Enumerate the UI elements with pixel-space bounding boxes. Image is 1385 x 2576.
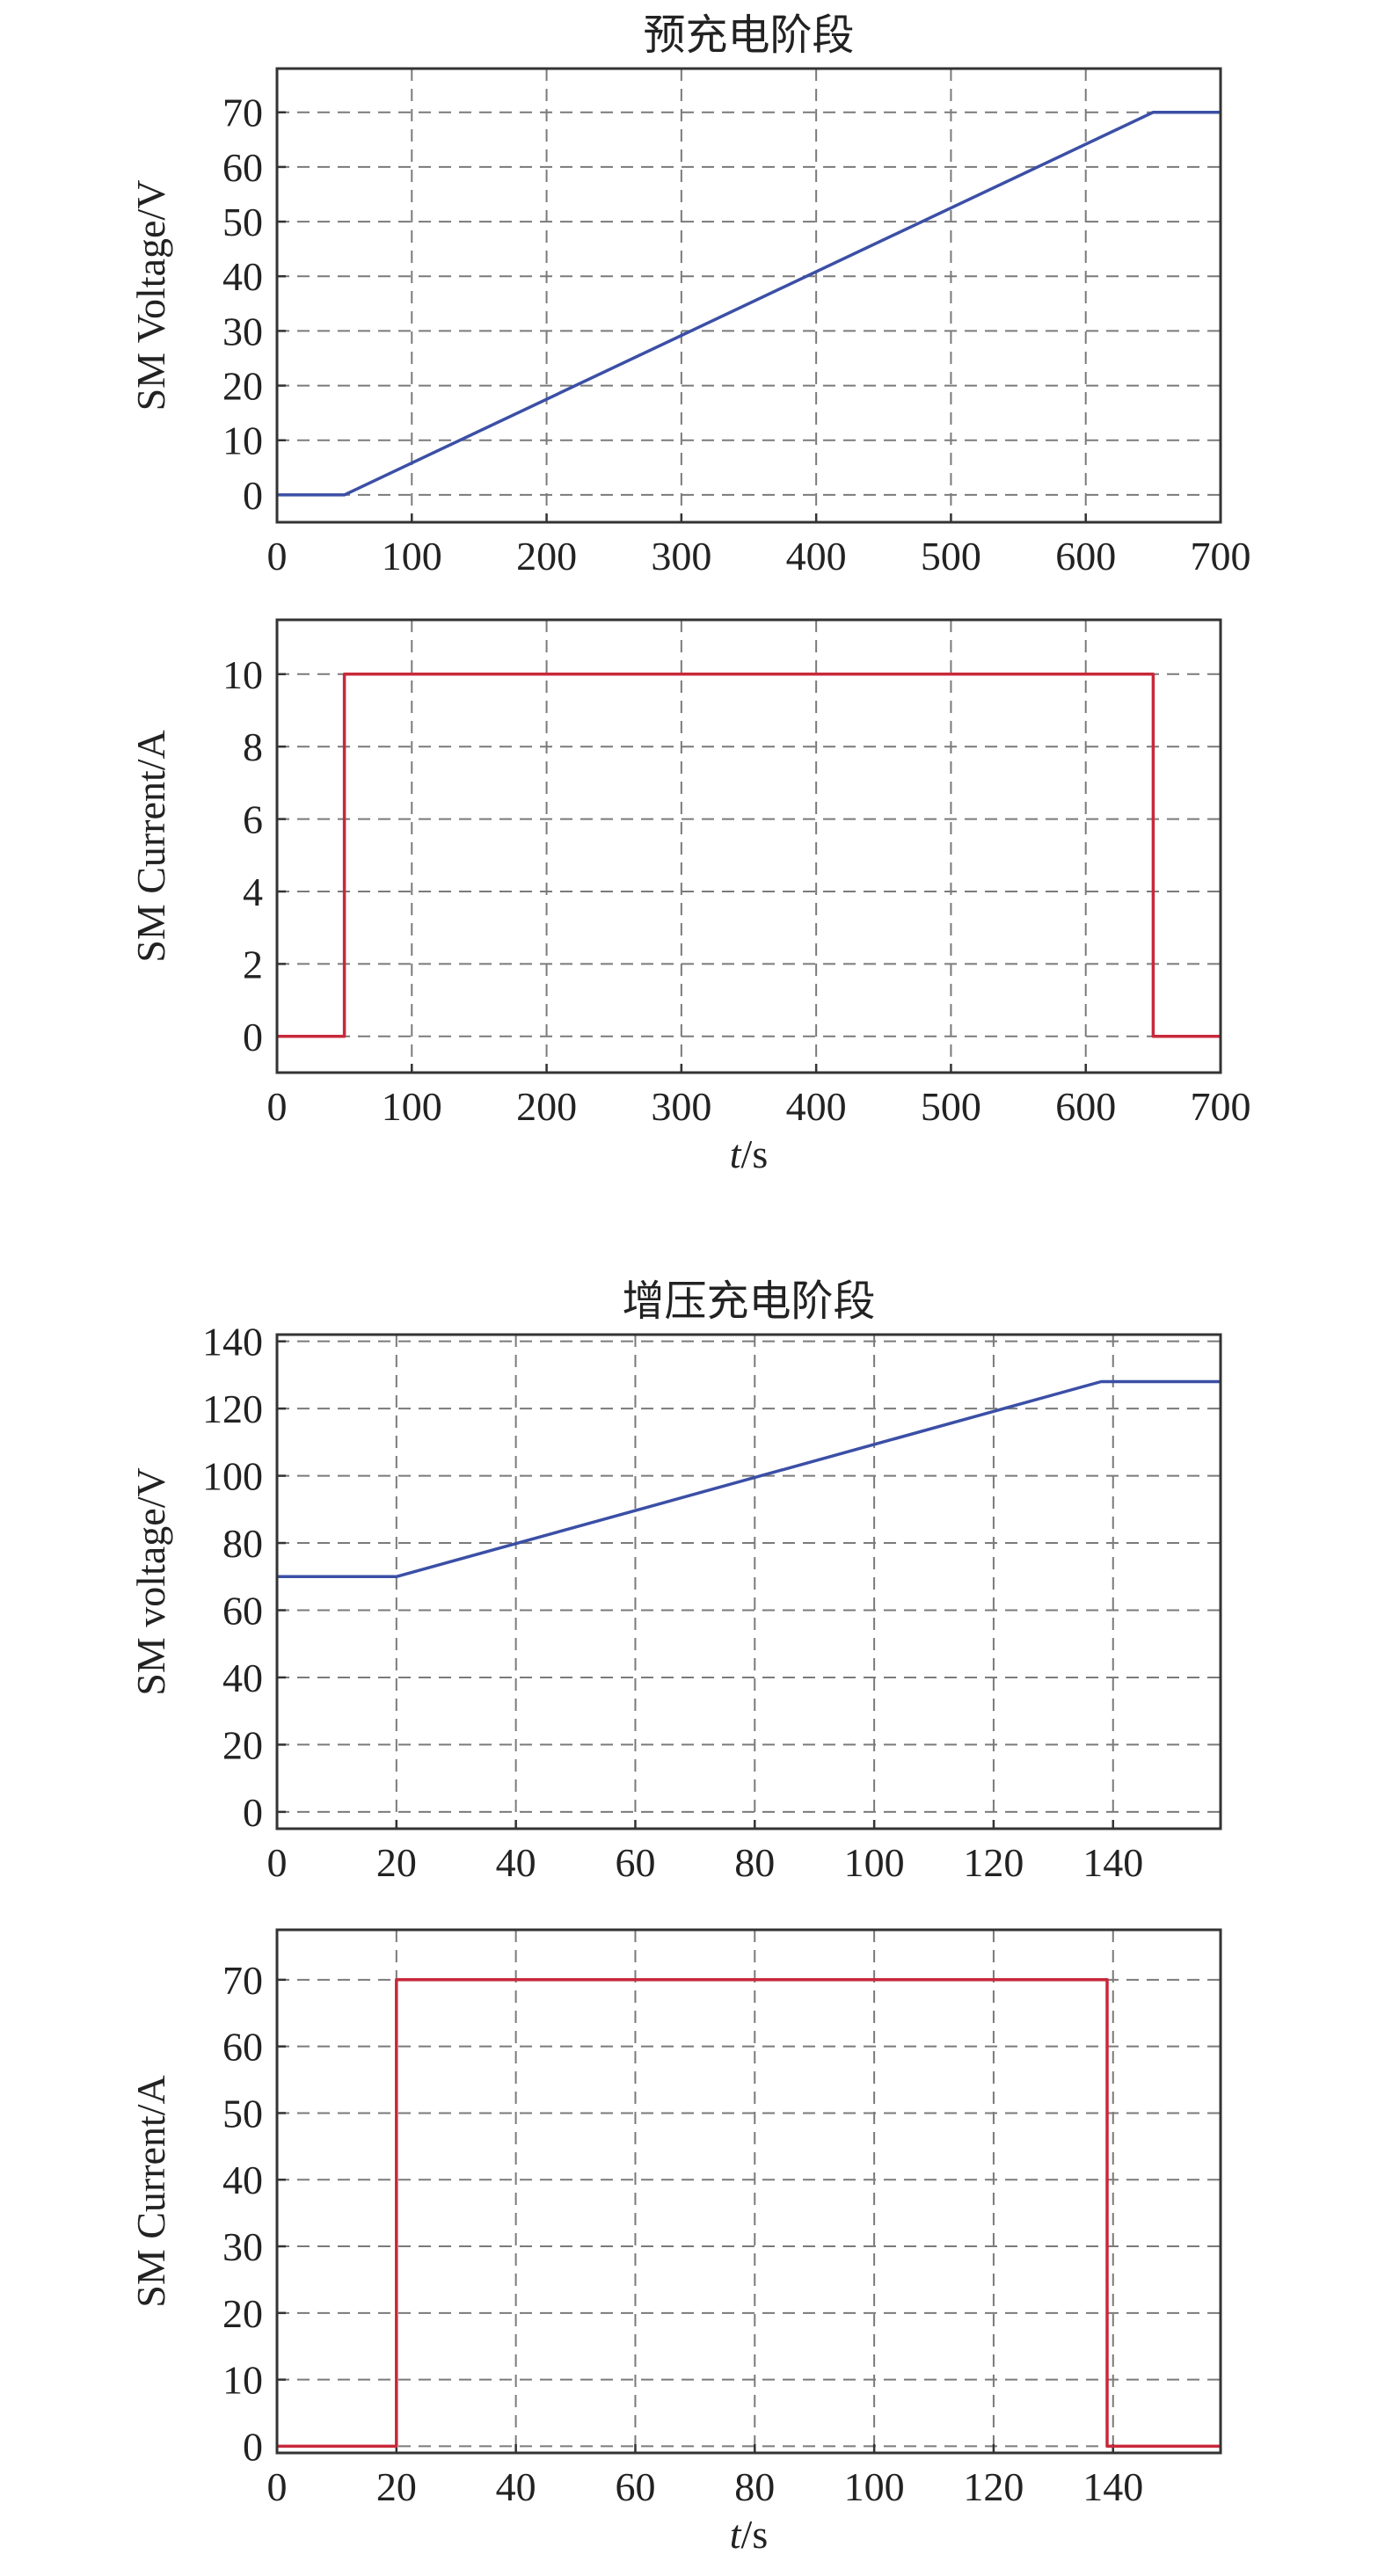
plot-frame bbox=[275, 67, 1222, 524]
plot-frame bbox=[275, 1333, 1222, 1830]
x-tick-label: 20 bbox=[376, 1840, 417, 1885]
x-tick-label: 200 bbox=[516, 534, 577, 579]
x-axis-label-unit: /s bbox=[741, 1132, 769, 1176]
x-tick-label: 0 bbox=[267, 534, 288, 579]
x-tick-label: 200 bbox=[516, 1084, 577, 1129]
x-tick-label: 100 bbox=[382, 534, 442, 579]
x-axis-label-var: t bbox=[730, 1132, 742, 1176]
chart-title: 预充电阶段 bbox=[643, 11, 854, 60]
x-tick-label: 60 bbox=[615, 2464, 655, 2509]
x-tick-label: 120 bbox=[963, 2464, 1024, 2509]
y-tick-label: 60 bbox=[222, 1588, 263, 1633]
x-tick-label: 40 bbox=[496, 2464, 536, 2509]
data-series-line bbox=[277, 1978, 1221, 2449]
y-tick-label: 0 bbox=[243, 2424, 263, 2469]
x-tick-label: 600 bbox=[1055, 1084, 1116, 1129]
y-axis-label: SM Current/A bbox=[128, 730, 173, 963]
y-tick-label: 4 bbox=[243, 870, 263, 914]
y-tick-label: 30 bbox=[222, 2224, 263, 2269]
y-tick-label: 30 bbox=[222, 309, 263, 353]
plot-frame bbox=[275, 1928, 1222, 2455]
y-tick-label: 80 bbox=[222, 1521, 263, 1566]
y-tick-label: 50 bbox=[222, 200, 263, 244]
y-axis-label: SM Current/A bbox=[128, 2075, 173, 2308]
y-tick-label: 100 bbox=[202, 1454, 263, 1499]
x-axis-label: t/s bbox=[730, 2512, 768, 2557]
y-tick-label: 70 bbox=[222, 91, 263, 135]
x-tick-label: 60 bbox=[615, 1840, 655, 1885]
data-series-line bbox=[277, 673, 1221, 1038]
y-tick-label: 2 bbox=[243, 942, 263, 986]
y-tick-label: 10 bbox=[222, 652, 263, 697]
data-series-line bbox=[277, 1379, 1221, 1579]
y-tick-label: 0 bbox=[243, 473, 263, 518]
x-tick-label: 120 bbox=[963, 1840, 1024, 1885]
x-tick-label: 700 bbox=[1191, 534, 1251, 579]
x-tick-label: 400 bbox=[786, 534, 847, 579]
x-tick-label: 140 bbox=[1082, 1840, 1143, 1885]
x-tick-label: 600 bbox=[1055, 534, 1116, 579]
y-tick-label: 60 bbox=[222, 2025, 263, 2070]
x-tick-label: 20 bbox=[376, 2464, 417, 2509]
x-tick-label: 300 bbox=[651, 534, 711, 579]
x-axis-label-var: t bbox=[730, 2512, 742, 2557]
y-tick-label: 6 bbox=[243, 797, 263, 842]
y-tick-label: 20 bbox=[222, 2291, 263, 2336]
x-tick-label: 80 bbox=[734, 2464, 775, 2509]
x-tick-label: 400 bbox=[786, 1084, 847, 1129]
y-tick-label: 40 bbox=[222, 1655, 263, 1700]
x-tick-label: 0 bbox=[267, 1084, 288, 1129]
y-tick-label: 0 bbox=[243, 1015, 263, 1059]
y-axis-label: SM Voltage/V bbox=[128, 180, 173, 411]
x-tick-label: 80 bbox=[734, 1840, 775, 1885]
x-tick-label: 500 bbox=[921, 534, 981, 579]
plot-frame bbox=[275, 618, 1222, 1074]
chart-title: 增压充电阶段 bbox=[622, 1277, 875, 1326]
y-tick-label: 10 bbox=[222, 2358, 263, 2403]
y-tick-label: 50 bbox=[222, 2091, 263, 2136]
chart-panel-2: 0 100 200 300 400 500 600 700 0 2 4 6 8 10 SM Current/… bbox=[128, 618, 1251, 1176]
chart-panel-3: 0 20 40 60 80 100 120 140 0 20 40 60 80 100 120 140 SM v… bbox=[128, 1277, 1222, 1885]
y-tick-label: 0 bbox=[243, 1790, 263, 1835]
y-tick-label: 60 bbox=[222, 145, 263, 190]
x-tick-label: 300 bbox=[651, 1084, 711, 1129]
y-tick-label: 20 bbox=[222, 364, 263, 409]
chart-panel-1: 0 100 200 300 400 500 600 700 0 10 20 30 40 50 60 70 SM … bbox=[128, 11, 1251, 579]
x-tick-label: 0 bbox=[267, 1840, 288, 1885]
x-tick-label: 100 bbox=[844, 1840, 905, 1885]
x-tick-label: 0 bbox=[267, 2464, 288, 2509]
x-tick-label: 100 bbox=[844, 2464, 905, 2509]
x-axis-label-unit: /s bbox=[741, 2512, 769, 2557]
x-tick-label: 500 bbox=[921, 1084, 981, 1129]
y-tick-label: 120 bbox=[202, 1386, 263, 1431]
x-axis-label: t/s bbox=[730, 1132, 768, 1176]
y-tick-label: 40 bbox=[222, 2158, 263, 2202]
data-series-line bbox=[277, 110, 1221, 497]
y-tick-label: 20 bbox=[222, 1722, 263, 1767]
x-tick-label: 140 bbox=[1082, 2464, 1143, 2509]
y-tick-label: 140 bbox=[202, 1320, 263, 1364]
y-tick-label: 70 bbox=[222, 1958, 263, 2003]
y-axis-label: SM voltage/V bbox=[128, 1467, 173, 1695]
y-tick-label: 8 bbox=[243, 724, 263, 769]
x-tick-label: 40 bbox=[496, 1840, 536, 1885]
x-tick-label: 700 bbox=[1191, 1084, 1251, 1129]
chart-panel-4: 0 20 40 60 80 100 120 140 0 10 20 30 40 50 60 70 SM Curr… bbox=[128, 1928, 1222, 2557]
y-tick-label: 40 bbox=[222, 254, 263, 299]
y-tick-label: 10 bbox=[222, 418, 263, 463]
x-tick-label: 100 bbox=[382, 1084, 442, 1129]
